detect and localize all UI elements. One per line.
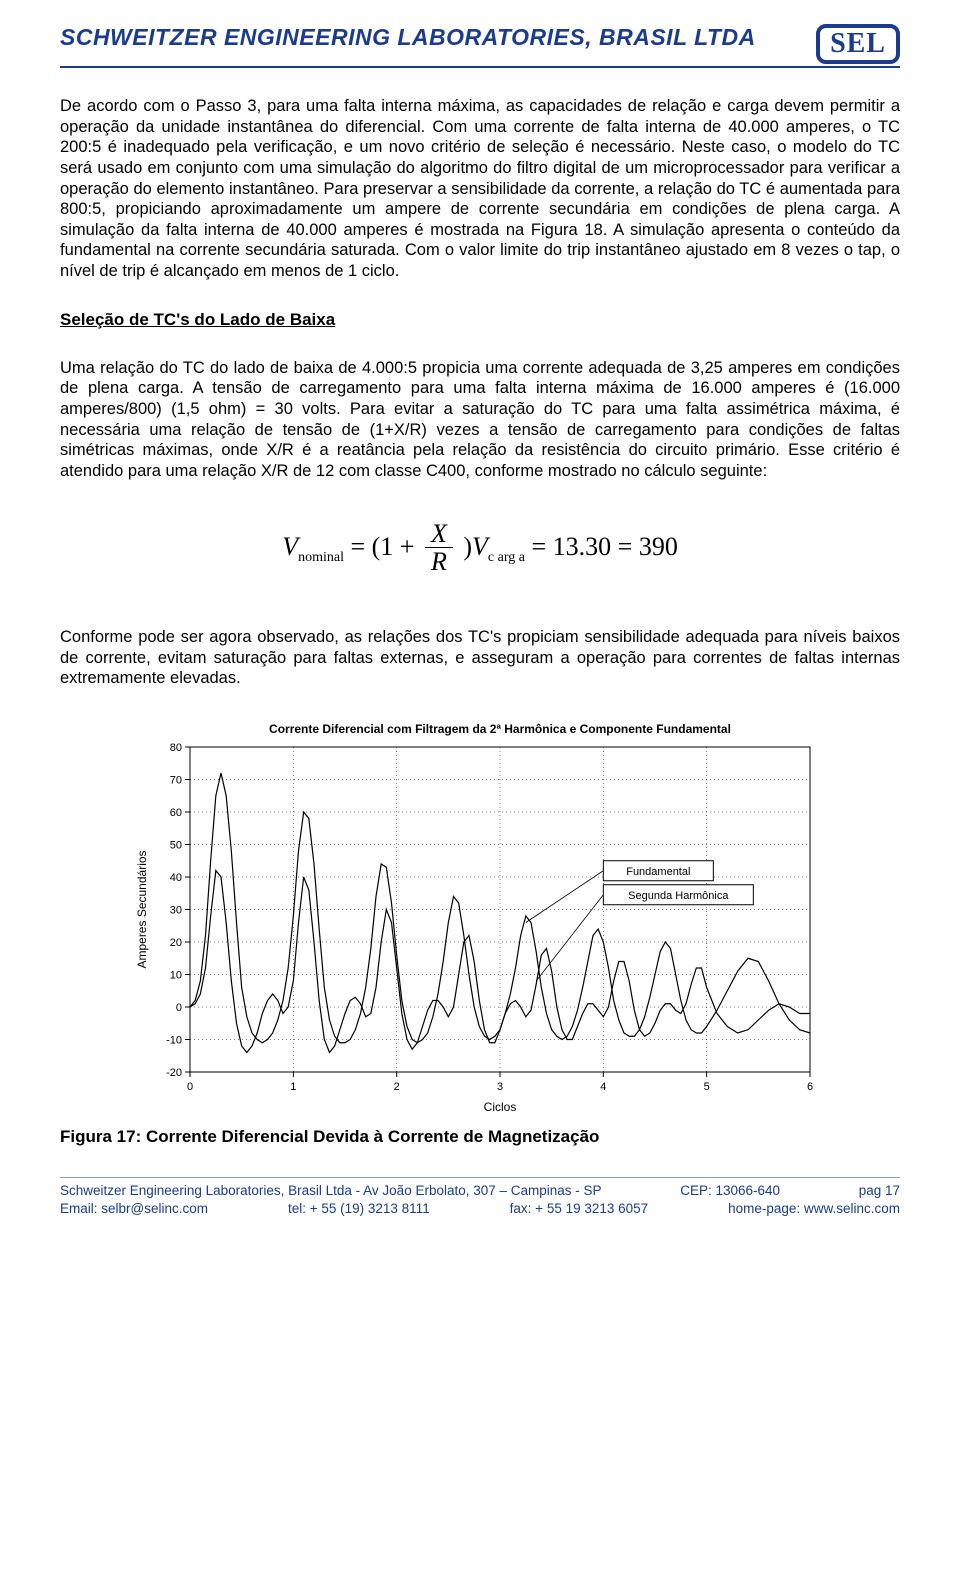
company-name: SCHWEITZER ENGINEERING LABORATORIES, BRA… [60,24,756,51]
svg-text:30: 30 [170,904,182,916]
svg-text:-10: -10 [166,1034,182,1046]
svg-text:6: 6 [807,1081,813,1093]
chart-svg: -20 -10 0 10 20 30 40 50 60 70 80 0 1 2 3 4 5 6 Corrente D… [130,717,830,1117]
svg-text:Fundamental: Fundamental [626,866,690,878]
svg-text:Segunda Harmônica: Segunda Harmônica [628,890,729,902]
page-footer: Schweitzer Engineering Laboratories, Bra… [60,1177,900,1218]
footer-page: pag 17 [859,1182,900,1200]
svg-text:1: 1 [290,1081,296,1093]
paragraph-2: Uma relação do TC do lado de baixa de 4.… [60,358,900,482]
footer-email: Email: selbr@selinc.com [60,1200,208,1218]
svg-text:0: 0 [176,1002,182,1014]
equation: Vnominal = (1 + XR )Vc arg a = 13.30 = 3… [60,521,900,577]
footer-fax: fax: + 55 19 3213 6057 [510,1200,649,1218]
footer-cep: CEP: 13066-640 [680,1182,780,1200]
svg-text:4: 4 [600,1081,606,1093]
svg-text:10: 10 [170,969,182,981]
footer-homepage: home-page: www.selinc.com [728,1200,900,1218]
svg-text:70: 70 [170,774,182,786]
section-heading: Seleção de TC's do Lado de Baixa [60,310,900,330]
footer-tel: tel: + 55 (19) 3213 8111 [288,1200,430,1218]
paragraph-1: De acordo com o Passo 3, para uma falta … [60,96,900,282]
svg-text:60: 60 [170,807,182,819]
svg-text:50: 50 [170,839,182,851]
figure-caption: Figura 17: Corrente Diferencial Devida à… [60,1127,900,1147]
sel-logo: SEL [816,24,900,64]
paragraph-3: Conforme pode ser agora observado, as re… [60,627,900,689]
svg-text:Amperes Secundários: Amperes Secundários [135,850,149,968]
svg-text:-20: -20 [166,1067,182,1079]
page: SCHWEITZER ENGINEERING LABORATORIES, BRA… [0,0,960,1228]
svg-text:40: 40 [170,872,182,884]
svg-text:Corrente Diferencial com Filtr: Corrente Diferencial com Filtragem da 2ª… [269,722,731,736]
svg-text:20: 20 [170,937,182,949]
svg-text:80: 80 [170,742,182,754]
svg-text:5: 5 [704,1081,710,1093]
page-header: SCHWEITZER ENGINEERING LABORATORIES, BRA… [60,24,900,68]
svg-text:3: 3 [497,1081,503,1093]
svg-text:2: 2 [394,1081,400,1093]
figure-17: -20 -10 0 10 20 30 40 50 60 70 80 0 1 2 3 4 5 6 Corrente D… [60,717,900,1117]
footer-address: Schweitzer Engineering Laboratories, Bra… [60,1182,602,1200]
svg-text:Ciclos: Ciclos [484,1100,517,1114]
svg-text:0: 0 [187,1081,193,1093]
